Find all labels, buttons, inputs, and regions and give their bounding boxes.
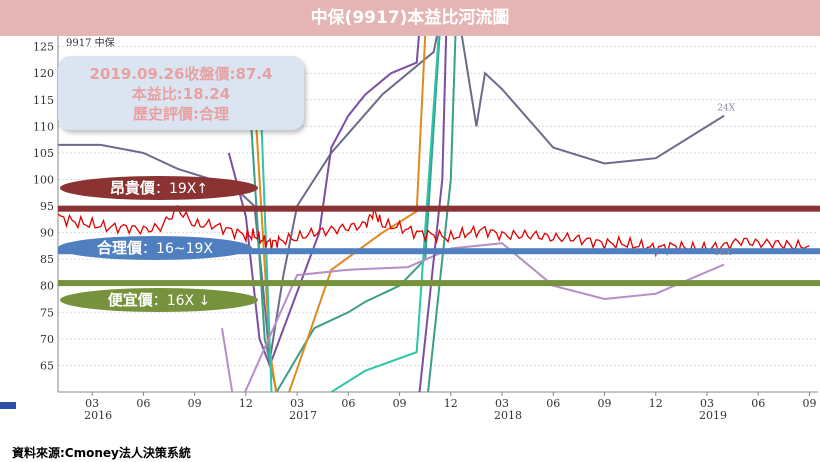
x-tick-label: 03 xyxy=(290,397,304,410)
x-year-label: 2016 xyxy=(84,409,112,420)
x-tick-label: 06 xyxy=(546,397,560,410)
y-tick-label: 70 xyxy=(40,333,54,346)
y-tick-label: 95 xyxy=(40,200,54,213)
expensive-range: 19X↑ xyxy=(168,181,209,197)
river-line xyxy=(260,36,440,392)
x-tick-label: 09 xyxy=(598,397,612,410)
close-price-text: 2019.09.26收盤價:87.4 xyxy=(89,65,273,83)
stock-label: 9917 中保 xyxy=(66,36,115,49)
x-year-label: 2017 xyxy=(289,409,317,420)
pe-ratio-text: 本益比:18.24 xyxy=(131,85,231,103)
x-tick-label: 12 xyxy=(239,397,253,410)
fair-label: 合理價 xyxy=(97,239,143,257)
cheap-price-pill: 便宜價：16X ↓ xyxy=(60,288,258,312)
cheap-range: 16X ↓ xyxy=(166,293,211,309)
x-tick-label: 03 xyxy=(700,397,714,410)
river-line xyxy=(427,36,457,392)
series-label: 18X xyxy=(714,248,732,258)
river-line xyxy=(248,36,441,392)
expensive-label: 昂貴價 xyxy=(109,179,155,197)
x-tick-label: 03 xyxy=(495,397,509,410)
river-line xyxy=(221,242,725,392)
x-year-label: 2018 xyxy=(494,409,522,420)
data-source: 資料來源:Cmoney法人決策系統 xyxy=(12,446,191,460)
expensive-sep: ： xyxy=(154,181,169,197)
y-tick-label: 75 xyxy=(40,306,54,319)
x-tick-label: 06 xyxy=(341,397,355,410)
cheap-label: 便宜價 xyxy=(107,291,153,309)
river-line xyxy=(418,36,448,392)
y-tick-label: 90 xyxy=(40,227,54,240)
x-tick-label: 06 xyxy=(751,397,765,410)
expensive-price-pill: 昂貴價：19X↑ xyxy=(60,176,258,200)
valuation-band xyxy=(58,248,820,255)
x-tick-label: 06 xyxy=(136,397,150,410)
y-tick-label: 110 xyxy=(33,120,54,133)
x-tick-label: 09 xyxy=(393,397,407,410)
x-tick-label: 12 xyxy=(649,397,663,410)
valuation-text: 歷史評價:合理 xyxy=(133,105,229,123)
info-box: 2019.09.26收盤價:87.4 本益比:18.24 歷史評價:合理 xyxy=(58,56,304,130)
x-tick-label: 03 xyxy=(85,397,99,410)
cmoney-logo xyxy=(0,402,16,409)
page-title: 中保(9917)本益比河流圖 xyxy=(0,0,820,36)
x-year-label: 2019 xyxy=(699,409,727,420)
x-tick-label: 09 xyxy=(188,397,202,410)
x-tick-label: 12 xyxy=(444,397,458,410)
cheap-sep: ： xyxy=(152,293,167,309)
y-tick-label: 105 xyxy=(33,147,54,160)
price-line xyxy=(58,204,810,258)
valuation-band xyxy=(58,280,820,287)
fair-price-pill: 合理價：16~19X xyxy=(58,236,252,260)
series-label: 24X xyxy=(717,103,735,113)
x-tick-label: 09 xyxy=(802,397,816,410)
fair-sep: ： xyxy=(142,241,157,257)
y-tick-label: 85 xyxy=(40,253,54,266)
y-tick-label: 115 xyxy=(33,94,54,107)
valuation-band xyxy=(58,205,820,212)
y-tick-label: 100 xyxy=(33,173,54,186)
pe-river-chart: 6570758085909510010511011512012503201606… xyxy=(33,36,820,420)
y-tick-label: 125 xyxy=(33,41,54,54)
y-tick-label: 80 xyxy=(40,280,54,293)
y-tick-label: 120 xyxy=(33,67,54,80)
y-tick-label: 65 xyxy=(40,359,54,372)
fair-range: 16~19X xyxy=(156,241,213,257)
river-line xyxy=(58,36,725,361)
